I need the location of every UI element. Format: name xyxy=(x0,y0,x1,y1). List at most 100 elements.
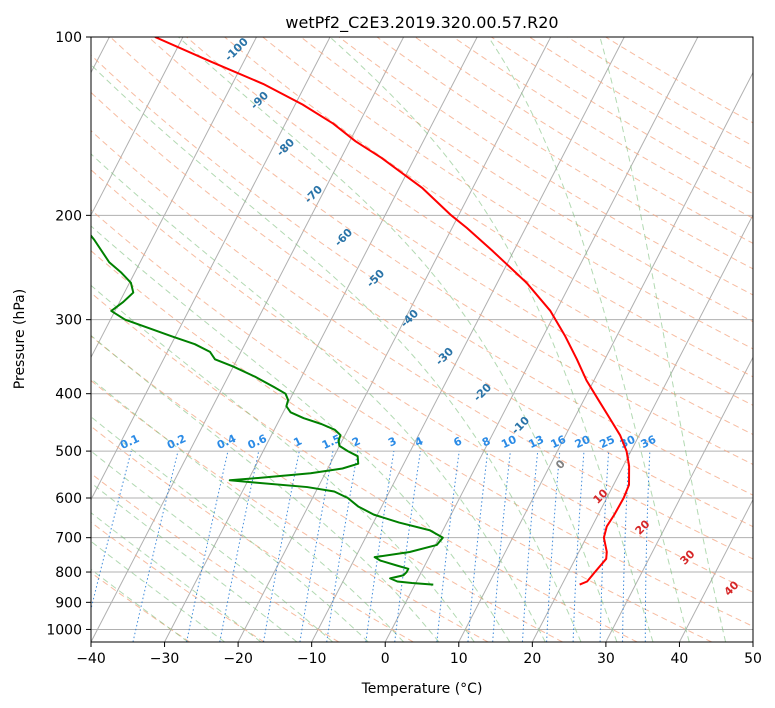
moist-adiabat xyxy=(91,482,298,642)
dry-adiabat-label: -60 xyxy=(332,226,355,249)
line-labels: 0.1 0.2 0.4 0.6 1 1.5 2 3 4 6 8 10 13 16 20 25 30 36-100-… xyxy=(118,35,742,599)
sounding-traces xyxy=(91,37,631,586)
mixing-ratio-line xyxy=(299,451,334,642)
dry-adiabat-label: -90 xyxy=(248,89,271,112)
y-tick-label: 500 xyxy=(55,444,82,460)
mixing-ratio-label: 3 xyxy=(386,434,398,449)
y-tick-label: 400 xyxy=(55,387,82,403)
chart-title: wetPf2_C2E3.2019.320.00.57.R20 xyxy=(285,13,558,33)
moist-adiabat xyxy=(91,153,546,642)
dry-adiabat xyxy=(91,54,753,496)
mixing-ratio-label: 6 xyxy=(452,434,465,449)
mixing-ratio-label: 0.2 xyxy=(165,432,188,452)
mixing-ratio-line xyxy=(572,451,585,642)
moist-adiabat-label: 20 xyxy=(633,517,653,537)
x-tick-label: 40 xyxy=(671,651,689,667)
isotherm-30 xyxy=(605,356,753,642)
dry-adiabat-label: -50 xyxy=(364,267,387,290)
y-tick-label: 900 xyxy=(55,595,82,611)
moist-adiabat-label: 10 xyxy=(591,486,611,506)
isotherm-10 xyxy=(458,71,753,642)
plot-frame xyxy=(90,36,754,643)
mixing-ratio-line xyxy=(436,451,460,642)
x-tick-label: −10 xyxy=(297,651,327,667)
dry-adiabat xyxy=(91,571,190,642)
x-tick-label: 30 xyxy=(597,651,615,667)
mixing-ratio-line xyxy=(326,451,359,642)
y-tick-label: 700 xyxy=(55,531,82,547)
isotherm--30 xyxy=(164,37,478,642)
isotherm-40 xyxy=(679,498,753,642)
mixing-ratio-label: 36 xyxy=(639,433,659,451)
mixing-ratio-label: 2 xyxy=(350,434,362,449)
mixing-ratio-line xyxy=(521,451,539,642)
temperature-trace xyxy=(154,37,631,586)
mixing-ratio-label: 0.6 xyxy=(246,432,269,452)
x-tick-label: −30 xyxy=(150,651,180,667)
dry-adiabat xyxy=(376,37,753,270)
mixing-ratio-label: 13 xyxy=(527,433,546,451)
mixing-ratio-label: 1 xyxy=(292,434,304,449)
isotherm-0 xyxy=(384,37,699,642)
x-axis-ticks: −40 −30 −20 −10 0 10 20 30 40 50 xyxy=(76,642,762,667)
dry-adiabat xyxy=(414,37,753,244)
moist-adiabat xyxy=(178,37,618,642)
isotherm--60 xyxy=(91,37,257,359)
y-axis-ticks: 100 200 300 400 500 600 700 800 900 1000 xyxy=(46,30,91,638)
mixing-ratio-line xyxy=(492,451,511,642)
mixing-ratio-line xyxy=(365,451,395,642)
dry-adiabat xyxy=(338,37,753,296)
moist-adiabat xyxy=(91,568,189,642)
moist-adiabat xyxy=(91,540,225,642)
dry-adiabat-label: -100 xyxy=(222,35,251,64)
dewpoint-trace xyxy=(91,234,444,586)
x-tick-label: 0 xyxy=(381,651,390,667)
dry-adiabat xyxy=(91,91,753,528)
isotherm--10 xyxy=(311,37,625,642)
isotherm-20 xyxy=(531,213,753,642)
x-tick-label: 50 xyxy=(744,651,762,667)
x-tick-label: 10 xyxy=(450,651,468,667)
mixing-ratio-line xyxy=(263,451,300,642)
moist-adiabat-label: 40 xyxy=(722,578,742,598)
mixing-ratio-label: 8 xyxy=(480,434,492,449)
mixing-ratio-lines xyxy=(91,450,651,642)
moist-adiabat xyxy=(329,37,654,642)
y-tick-label: 1000 xyxy=(46,622,82,638)
dry-adiabat xyxy=(91,379,489,642)
dry-adiabat xyxy=(91,425,414,642)
moist-adiabat xyxy=(91,225,511,642)
mixing-ratio-label: 25 xyxy=(597,433,616,451)
moist-adiabat xyxy=(91,64,582,642)
mixing-ratio-label: 10 xyxy=(499,433,519,451)
moist-adiabats xyxy=(91,37,727,642)
mixing-ratio-line xyxy=(546,451,561,642)
isotherm--70 xyxy=(91,37,184,217)
dry-adiabat xyxy=(300,37,753,323)
skewed-isotherms xyxy=(91,37,753,642)
x-axis-label: Temperature (°C) xyxy=(361,681,483,697)
mixing-ratio-line xyxy=(91,450,132,611)
mixing-ratio-line xyxy=(132,450,179,642)
dry-adiabat-label: -20 xyxy=(471,381,494,404)
moist-adiabat-label: 0 xyxy=(553,457,568,472)
mixing-ratio-line xyxy=(644,451,651,642)
dry-adiabat-label: -30 xyxy=(433,345,456,368)
dry-adiabat xyxy=(91,292,638,642)
isotherm--50 xyxy=(91,37,331,501)
y-tick-label: 100 xyxy=(55,30,82,46)
isotherm--20 xyxy=(237,37,552,642)
moist-adiabat-label: 30 xyxy=(678,547,698,567)
dry-adiabat xyxy=(91,169,753,593)
moist-adiabat xyxy=(599,37,727,642)
mixing-ratio-line xyxy=(186,450,229,642)
moist-adiabat xyxy=(91,284,475,642)
y-tick-label: 300 xyxy=(55,313,82,329)
x-tick-label: 20 xyxy=(523,651,541,667)
dry-adiabat-label: -70 xyxy=(302,183,325,206)
mixing-ratio-line xyxy=(394,451,421,642)
moist-adiabat xyxy=(91,416,369,642)
mixing-ratio-label: 16 xyxy=(549,433,569,451)
dry-adiabat xyxy=(224,37,753,378)
